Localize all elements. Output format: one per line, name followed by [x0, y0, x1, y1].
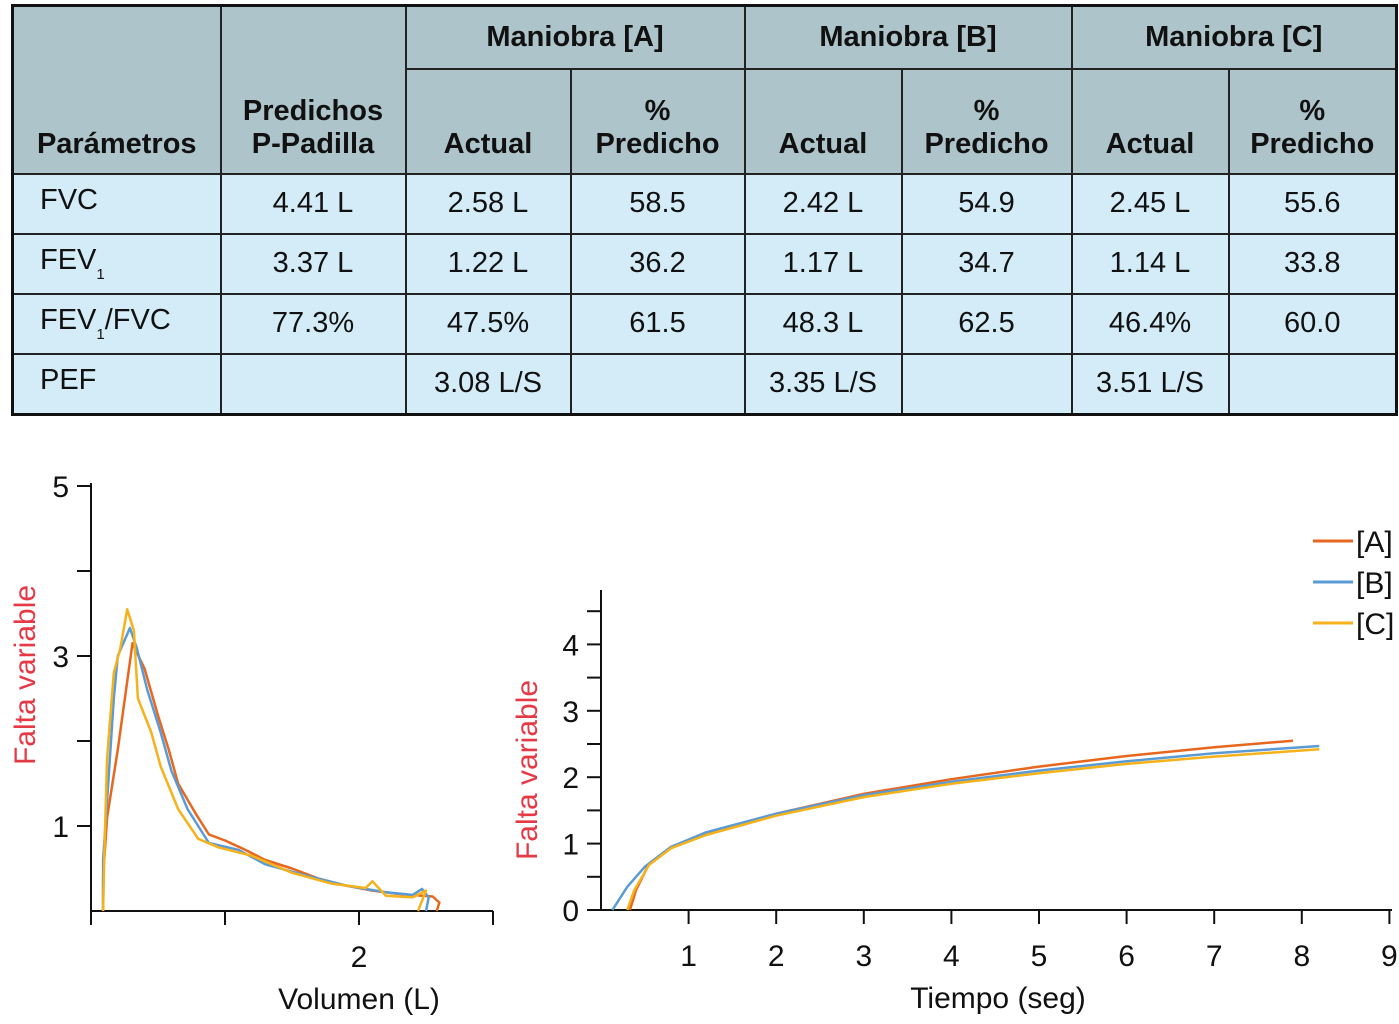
header-actual-b: Actual: [743, 67, 903, 175]
predicted-cell: 3.37 L: [219, 232, 407, 295]
c-actual-cell: 46.4%: [1070, 292, 1230, 355]
y-axis-label: Falta variable: [511, 680, 544, 860]
param-cell: FVC: [11, 172, 222, 235]
charts: 2 1 3 5 Volumen (L) Falta variable 1 2 3 4 5 6 7 8 9 0 1…: [9, 471, 1398, 1016]
b-pct-cell: 54.9: [900, 172, 1073, 235]
header-pct-predicho-b: % Predicho: [900, 67, 1073, 175]
x-tick-label: 1: [680, 940, 697, 973]
legend-label: [C]: [1356, 608, 1394, 641]
header-parametros: Parámetros: [11, 4, 222, 175]
c-actual-cell: 3.51 L/S: [1070, 352, 1230, 415]
c-pct-cell: 33.8: [1227, 232, 1398, 295]
param-cell: FEV1/FVC: [11, 292, 222, 355]
y-tick-label: 2: [562, 762, 579, 795]
x-axis-label: Volumen (L): [278, 983, 440, 1016]
param-cell: PEF: [11, 352, 222, 415]
table-row: FEV1/FVC 77.3% 47.5% 61.5 48.3 L 62.5 46…: [11, 292, 1398, 355]
c-pct-cell: [1227, 352, 1398, 415]
param-cell: FEV1: [11, 232, 222, 295]
legend-label: [A]: [1356, 526, 1393, 559]
series-line-c: [626, 748, 1320, 911]
a-actual-cell: 47.5%: [404, 292, 572, 355]
header-pct-predicho-c: % Predicho: [1227, 67, 1398, 175]
a-pct-cell: 58.5: [569, 172, 746, 235]
x-tick-label: 4: [943, 940, 960, 973]
b-pct-cell: 62.5: [900, 292, 1073, 355]
b-actual-cell: 48.3 L: [743, 292, 903, 355]
table-row: FVC 4.41 L 2.58 L 58.5 2.42 L 54.9 2.45 …: [11, 172, 1398, 235]
c-pct-cell: 55.6: [1227, 172, 1398, 235]
header-pct-predicho-a: % Predicho: [569, 67, 746, 175]
x-tick-label: 3: [855, 940, 872, 973]
header-maniobra-c: Maniobra [C]: [1070, 4, 1398, 70]
predicted-cell: 77.3%: [219, 292, 407, 355]
spirometry-table: Parámetros Predichos P-Padilla Maniobra […: [11, 4, 1398, 416]
y-tick-label: 4: [562, 629, 579, 662]
a-actual-cell: 1.22 L: [404, 232, 572, 295]
x-tick-label: 2: [768, 940, 785, 973]
series-line-c: [101, 608, 428, 912]
a-pct-cell: 36.2: [569, 232, 746, 295]
predicted-cell: 4.41 L: [219, 172, 407, 235]
x-tick-label: 9: [1381, 940, 1398, 973]
y-axis-label: Falta variable: [9, 585, 42, 765]
y-tick-label: 3: [562, 696, 579, 729]
x-tick-label: 5: [1031, 940, 1048, 973]
header-actual-c: Actual: [1070, 67, 1230, 175]
y-tick-label: 0: [562, 895, 579, 928]
predicted-cell: [219, 352, 407, 415]
x-tick-label: 6: [1118, 940, 1135, 973]
b-actual-cell: 3.35 L/S: [743, 352, 903, 415]
x-tick-label: 8: [1293, 940, 1310, 973]
b-pct-cell: [900, 352, 1073, 415]
header-predichos: Predichos P-Padilla: [219, 4, 407, 175]
y-tick-label: 5: [52, 471, 69, 504]
a-pct-cell: [569, 352, 746, 415]
b-pct-cell: 34.7: [900, 232, 1073, 295]
a-actual-cell: 3.08 L/S: [404, 352, 572, 415]
a-pct-cell: 61.5: [569, 292, 746, 355]
series-line-b: [611, 744, 1320, 911]
header-maniobra-b: Maniobra [B]: [743, 4, 1073, 70]
y-tick-label: 1: [52, 811, 69, 844]
x-axis-label: Tiempo (seg): [910, 982, 1086, 1015]
header-actual-a: Actual: [404, 67, 572, 175]
c-actual-cell: 2.45 L: [1070, 172, 1230, 235]
legend-label: [B]: [1356, 567, 1393, 600]
c-actual-cell: 1.14 L: [1070, 232, 1230, 295]
series-line-b: [101, 626, 430, 912]
y-tick-label: 3: [52, 641, 69, 674]
a-actual-cell: 2.58 L: [404, 172, 572, 235]
x-tick-label: 2: [351, 941, 368, 974]
table-row: FEV1 3.37 L 1.22 L 36.2 1.17 L 34.7 1.14…: [11, 232, 1398, 295]
series-line-a: [101, 642, 441, 912]
x-tick-label: 7: [1206, 940, 1223, 973]
b-actual-cell: 2.42 L: [743, 172, 903, 235]
header-maniobra-a: Maniobra [A]: [404, 4, 746, 70]
table-row: PEF 3.08 L/S 3.35 L/S 3.51 L/S: [11, 352, 1398, 415]
y-tick-label: 1: [562, 829, 579, 862]
b-actual-cell: 1.17 L: [743, 232, 903, 295]
c-pct-cell: 60.0: [1227, 292, 1398, 355]
